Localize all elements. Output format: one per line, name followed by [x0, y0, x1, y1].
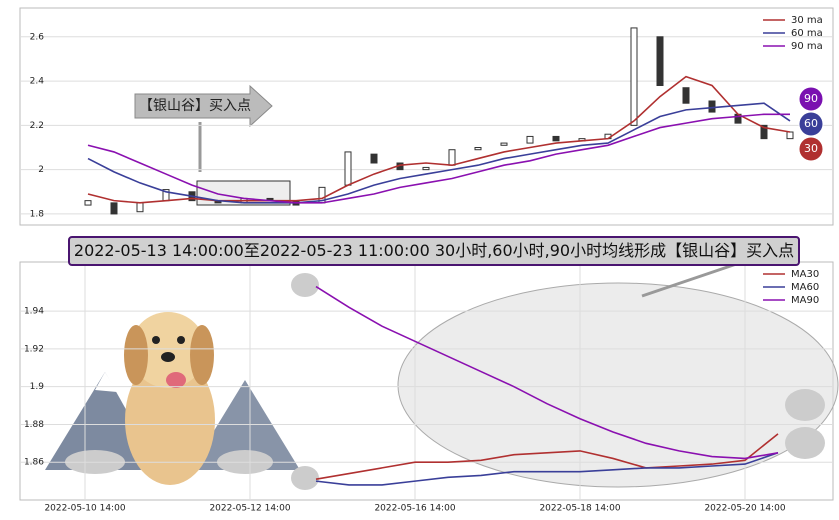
x-tick-label: 2022-05-16 14:00	[374, 504, 455, 514]
ma-line	[87, 102, 791, 204]
decoration	[45, 273, 825, 490]
ma-line	[87, 113, 790, 204]
y-tick-label: 2	[38, 165, 44, 175]
legend-label: 90 ma	[791, 41, 823, 52]
y-tick-label: 1.94	[24, 307, 44, 317]
x-tick-label: 2022-05-20 14:00	[704, 504, 785, 514]
ma-badge-label: 30	[804, 142, 818, 155]
ma-badge	[798, 111, 824, 137]
candle	[708, 100, 716, 113]
y-tick-label: 1.8	[30, 209, 45, 219]
y-tick-label: 1.86	[24, 458, 44, 468]
banner: 2022-05-13 14:00:00至2022-05-23 11:00:00 …	[68, 236, 800, 266]
ma-badge	[798, 136, 824, 162]
x-tick-label: 2022-05-18 14:00	[539, 504, 620, 514]
candle	[136, 202, 144, 213]
candle	[110, 202, 118, 215]
candle	[630, 27, 638, 126]
candle	[500, 142, 508, 146]
candle	[682, 87, 690, 104]
annotation-arrow	[134, 84, 273, 128]
ma-line	[87, 75, 791, 204]
legend-label: 60 ma	[791, 28, 823, 39]
ma-badge	[798, 86, 824, 112]
candle	[370, 153, 378, 164]
candle	[422, 166, 430, 171]
x-tick-label: 2022-05-12 14:00	[209, 504, 290, 514]
candle	[552, 135, 560, 142]
highlight-ellipse	[397, 282, 839, 488]
y-tick-label: 1.9	[30, 382, 45, 392]
y-tick-label: 1.92	[24, 344, 44, 354]
y-tick-label: 2.6	[30, 32, 45, 42]
candle	[344, 151, 352, 186]
candle	[760, 124, 768, 140]
legend-label: MA30	[791, 269, 819, 280]
top-frame	[19, 7, 834, 226]
y-tick-label: 2.2	[30, 121, 44, 131]
y-tick-label: 1.88	[24, 420, 44, 430]
x-tick-label: 2022-05-10 14:00	[44, 504, 125, 514]
ma-line	[315, 433, 779, 481]
annotation: 【银山谷】买入点	[139, 98, 251, 114]
ma-line	[315, 452, 779, 486]
candle	[656, 36, 664, 86]
legend-label: MA90	[791, 295, 819, 306]
candle	[84, 200, 92, 206]
y-tick-label: 2.4	[30, 77, 45, 87]
candle	[526, 135, 534, 144]
candle	[448, 149, 456, 166]
ma-badge-label: 60	[804, 117, 818, 130]
ma-line	[315, 285, 779, 460]
ma-badge-label: 90	[804, 92, 818, 105]
legend-label: MA60	[791, 282, 819, 293]
legend-label: 30 ma	[791, 15, 823, 26]
candle	[474, 147, 482, 151]
candle	[786, 131, 794, 140]
